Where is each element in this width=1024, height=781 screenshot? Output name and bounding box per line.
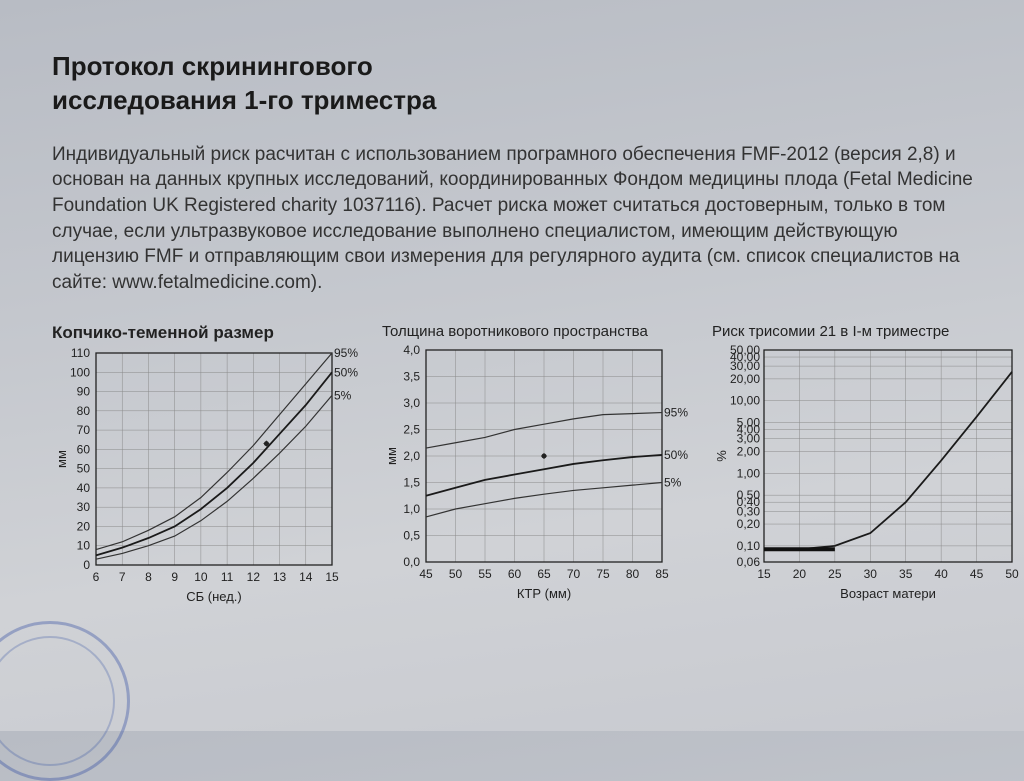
svg-text:0,0: 0,0 [403, 555, 420, 569]
intro-paragraph: Индивидуальный риск расчитан с использов… [52, 142, 986, 296]
svg-text:12: 12 [247, 570, 261, 584]
svg-text:0,5: 0,5 [403, 529, 420, 543]
page-title: Протокол скринингового исследования 1-го… [52, 50, 986, 118]
svg-text:30: 30 [864, 567, 878, 581]
svg-text:20,00: 20,00 [730, 372, 760, 386]
svg-text:0,10: 0,10 [737, 539, 761, 553]
svg-text:1,0: 1,0 [403, 502, 420, 516]
svg-text:КТР (мм): КТР (мм) [517, 586, 571, 601]
svg-text:85: 85 [655, 567, 669, 581]
svg-text:мм: мм [384, 447, 399, 465]
svg-text:50%: 50% [334, 366, 358, 380]
chart-nt: Толщина воротникового пространства 45 50 5… [382, 323, 692, 604]
svg-text:10: 10 [77, 539, 91, 553]
svg-text:50: 50 [77, 462, 91, 476]
svg-text:70: 70 [77, 424, 91, 438]
svg-text:5%: 5% [664, 476, 682, 490]
svg-text:6: 6 [93, 570, 100, 584]
svg-text:50%: 50% [664, 448, 688, 462]
svg-text:50: 50 [449, 567, 463, 581]
chart-nt-title: Толщина воротникового пространства [382, 323, 692, 340]
svg-text:10: 10 [194, 570, 208, 584]
svg-text:15: 15 [325, 570, 339, 584]
svg-text:9: 9 [171, 570, 178, 584]
svg-text:2,00: 2,00 [737, 445, 761, 459]
svg-text:95%: 95% [664, 406, 688, 420]
svg-text:+: + [263, 437, 270, 451]
svg-text:5,00: 5,00 [737, 416, 761, 430]
svg-text:20: 20 [793, 567, 807, 581]
svg-text:0,06: 0,06 [737, 555, 761, 569]
svg-text:0,20: 0,20 [737, 517, 761, 531]
svg-text:40: 40 [934, 567, 948, 581]
svg-text:%: % [714, 450, 729, 462]
svg-text:мм: мм [54, 450, 69, 468]
svg-text:14: 14 [299, 570, 313, 584]
svg-text:0: 0 [83, 558, 90, 572]
svg-text:4,0: 4,0 [403, 344, 420, 357]
svg-text:90: 90 [77, 385, 91, 399]
svg-text:80: 80 [626, 567, 640, 581]
chart-trisomy: Риск трисомии 21 в I-м триместре 15 20 25 3… [712, 323, 1022, 604]
svg-text:5%: 5% [334, 389, 352, 403]
svg-text:20: 20 [77, 520, 91, 534]
svg-text:10,00: 10,00 [730, 394, 760, 408]
svg-text:95%: 95% [334, 347, 358, 360]
svg-text:1,00: 1,00 [737, 467, 761, 481]
svg-text:0,50: 0,50 [737, 489, 761, 503]
svg-text:55: 55 [478, 567, 492, 581]
svg-text:50: 50 [1005, 567, 1019, 581]
svg-text:65: 65 [537, 567, 551, 581]
chart-crl: Копчико-теменной размер 6 7 8 9 10 11 12 13 14 15… [52, 323, 362, 607]
svg-text:1,5: 1,5 [403, 476, 420, 490]
chart-trisomy-title: Риск трисомии 21 в I-м триместре [712, 323, 1022, 340]
svg-text:3,0: 3,0 [403, 396, 420, 410]
chart-crl-title: Копчико-теменной размер [52, 323, 362, 343]
title-line-2: исследования 1-го триместра [52, 85, 436, 115]
svg-text:7: 7 [119, 570, 126, 584]
svg-text:13: 13 [273, 570, 287, 584]
svg-text:70: 70 [567, 567, 581, 581]
svg-text:45: 45 [970, 567, 984, 581]
stamp-icon [0, 621, 130, 781]
svg-text:60: 60 [77, 443, 91, 457]
svg-text:35: 35 [899, 567, 913, 581]
svg-text:100: 100 [70, 366, 90, 380]
svg-text:11: 11 [221, 570, 234, 584]
svg-text:8: 8 [145, 570, 152, 584]
svg-text:+: + [540, 449, 547, 463]
svg-text:2,5: 2,5 [403, 423, 420, 437]
svg-text:50,00: 50,00 [730, 344, 760, 357]
svg-text:110: 110 [71, 347, 90, 360]
svg-text:15: 15 [757, 567, 771, 581]
title-line-1: Протокол скринингового [52, 51, 373, 81]
svg-text:3,5: 3,5 [403, 370, 420, 384]
svg-text:40: 40 [77, 481, 91, 495]
charts-row: Копчико-теменной размер 6 7 8 9 10 11 12 13 14 15… [52, 323, 986, 607]
svg-text:45: 45 [419, 567, 433, 581]
svg-text:2,0: 2,0 [403, 449, 420, 463]
svg-text:СБ (нед.): СБ (нед.) [186, 589, 242, 604]
svg-text:Возраст матери: Возраст матери [840, 586, 936, 601]
svg-text:25: 25 [828, 567, 842, 581]
svg-text:60: 60 [508, 567, 522, 581]
svg-text:75: 75 [596, 567, 610, 581]
svg-text:80: 80 [77, 404, 91, 418]
svg-text:30: 30 [77, 501, 91, 515]
